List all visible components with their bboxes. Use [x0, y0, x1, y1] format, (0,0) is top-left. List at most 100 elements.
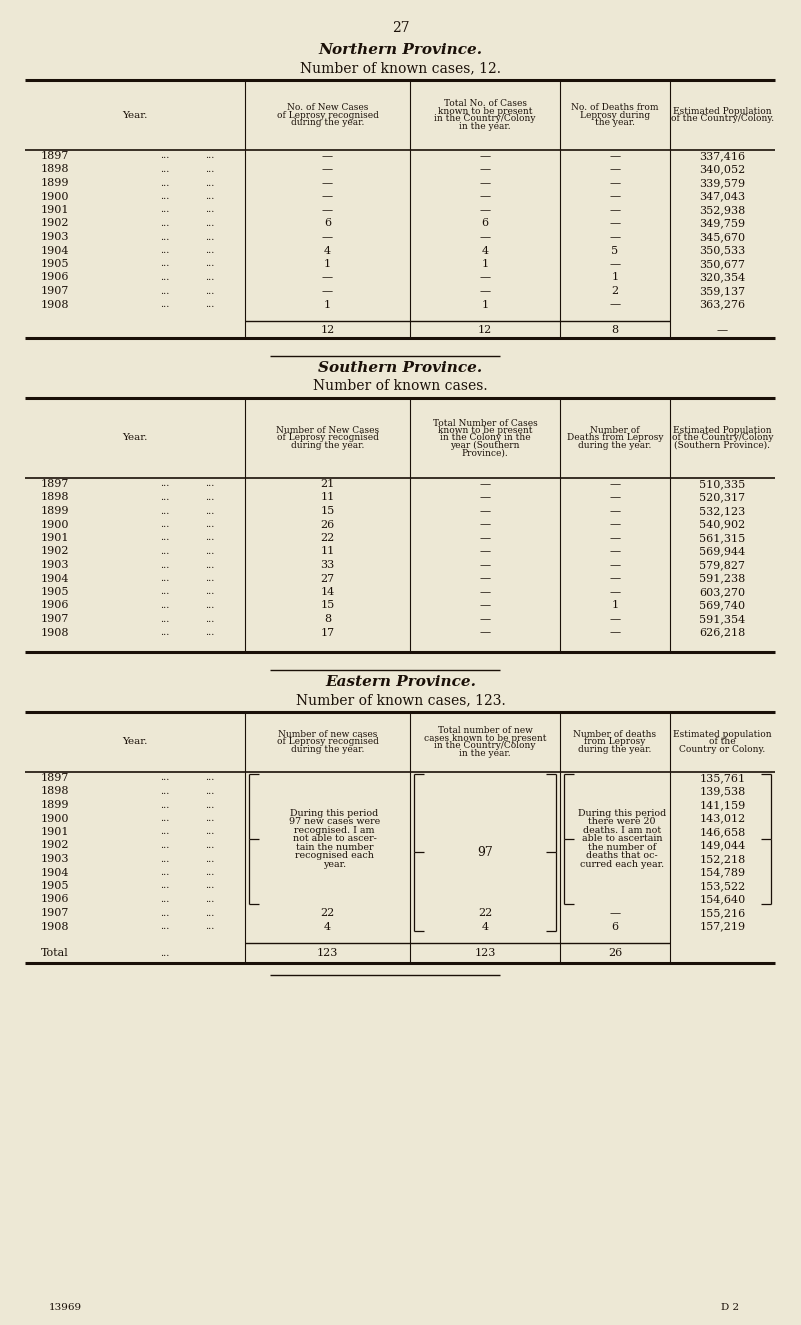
Text: —: —	[610, 480, 621, 489]
Text: Total number of new: Total number of new	[437, 726, 533, 735]
Text: ...: ...	[160, 909, 170, 917]
Text: —: —	[610, 613, 621, 624]
Text: of Leprosy recognised: of Leprosy recognised	[276, 433, 378, 443]
Text: in the Country/Colony: in the Country/Colony	[434, 741, 536, 750]
Text: 1907: 1907	[41, 908, 69, 918]
Text: ...: ...	[205, 787, 215, 796]
Text: 350,533: 350,533	[699, 245, 746, 256]
Text: during the year.: during the year.	[291, 441, 364, 451]
Text: —: —	[610, 232, 621, 242]
Text: 510,335: 510,335	[699, 480, 746, 489]
Text: —: —	[322, 151, 333, 162]
Text: ...: ...	[160, 814, 170, 823]
Text: Northern Province.: Northern Province.	[319, 42, 482, 57]
Text: 1905: 1905	[41, 258, 69, 269]
Text: —: —	[322, 232, 333, 242]
Text: in the year.: in the year.	[459, 749, 511, 758]
Text: ...: ...	[205, 615, 215, 624]
Text: 352,938: 352,938	[699, 205, 746, 215]
Text: —: —	[480, 587, 490, 598]
Text: year (Southern: year (Southern	[450, 441, 520, 451]
Text: —: —	[610, 151, 621, 162]
Text: 146,658: 146,658	[699, 827, 746, 837]
Text: 591,354: 591,354	[699, 613, 746, 624]
Text: 1897: 1897	[41, 772, 69, 783]
Text: Estimated Population: Estimated Population	[673, 107, 772, 115]
Text: 22: 22	[478, 908, 492, 918]
Text: —: —	[610, 546, 621, 556]
Text: —: —	[322, 192, 333, 201]
Text: 1: 1	[481, 299, 489, 310]
Text: —: —	[610, 574, 621, 583]
Text: 154,640: 154,640	[699, 894, 746, 905]
Text: —: —	[610, 506, 621, 515]
Text: Number of known cases, 12.: Number of known cases, 12.	[300, 61, 501, 76]
Text: 12: 12	[478, 325, 492, 335]
Text: Number of new cases: Number of new cases	[278, 730, 377, 739]
Text: —: —	[480, 628, 490, 637]
Text: 532,123: 532,123	[699, 506, 746, 515]
Text: Total No. of Cases: Total No. of Cases	[444, 99, 526, 109]
Text: 139,538: 139,538	[699, 787, 746, 796]
Text: —: —	[717, 325, 728, 335]
Text: 1904: 1904	[41, 868, 69, 877]
Text: ...: ...	[160, 179, 170, 188]
Text: ...: ...	[160, 868, 170, 877]
Text: 14: 14	[320, 587, 335, 598]
Text: 1899: 1899	[41, 178, 69, 188]
Text: ...: ...	[160, 480, 170, 489]
Text: 27: 27	[392, 21, 409, 34]
Text: 4: 4	[324, 921, 331, 931]
Text: Number of known cases, 123.: Number of known cases, 123.	[296, 693, 505, 708]
Text: ...: ...	[205, 828, 215, 836]
Text: —: —	[610, 533, 621, 543]
Text: 153,522: 153,522	[699, 881, 746, 890]
Text: ...: ...	[205, 260, 215, 269]
Text: —: —	[480, 205, 490, 215]
Text: 1: 1	[324, 299, 331, 310]
Text: cases known to be present: cases known to be present	[424, 734, 546, 743]
Text: 27: 27	[320, 574, 335, 583]
Text: 520,317: 520,317	[699, 493, 746, 502]
Text: Total Number of Cases: Total Number of Cases	[433, 419, 537, 428]
Text: ...: ...	[160, 519, 170, 529]
Text: ...: ...	[205, 587, 215, 596]
Text: ...: ...	[205, 299, 215, 309]
Text: Leprosy during: Leprosy during	[580, 110, 650, 119]
Text: 13969: 13969	[48, 1302, 82, 1312]
Text: —: —	[610, 519, 621, 530]
Text: year.: year.	[323, 860, 346, 869]
Text: No. of New Cases: No. of New Cases	[287, 103, 368, 113]
Text: 21: 21	[320, 480, 335, 489]
Text: ...: ...	[160, 534, 170, 542]
Text: Number of: Number of	[590, 427, 640, 435]
Text: ...: ...	[160, 493, 170, 502]
Text: —: —	[610, 560, 621, 570]
Text: ...: ...	[205, 841, 215, 851]
Text: Year.: Year.	[123, 110, 147, 119]
Text: —: —	[480, 506, 490, 515]
Text: 2: 2	[611, 286, 618, 295]
Text: ...: ...	[205, 151, 215, 160]
Text: 5: 5	[611, 245, 618, 256]
Text: No. of Deaths from: No. of Deaths from	[571, 103, 658, 113]
Text: 1: 1	[481, 258, 489, 269]
Text: —: —	[480, 600, 490, 611]
Text: 1898: 1898	[41, 164, 69, 175]
Text: —: —	[610, 587, 621, 598]
Text: —: —	[322, 164, 333, 175]
Text: 1899: 1899	[41, 506, 69, 515]
Text: ...: ...	[205, 922, 215, 931]
Text: Year.: Year.	[123, 433, 147, 443]
Text: 15: 15	[320, 506, 335, 515]
Text: 1899: 1899	[41, 800, 69, 810]
Text: ...: ...	[205, 800, 215, 810]
Text: ...: ...	[160, 894, 170, 904]
Text: from Leprosy: from Leprosy	[584, 738, 646, 746]
Text: —: —	[322, 205, 333, 215]
Text: —: —	[610, 219, 621, 228]
Text: 1906: 1906	[41, 273, 69, 282]
Text: 1: 1	[611, 273, 618, 282]
Text: 1902: 1902	[41, 840, 69, 851]
Text: during the year.: during the year.	[578, 745, 652, 754]
